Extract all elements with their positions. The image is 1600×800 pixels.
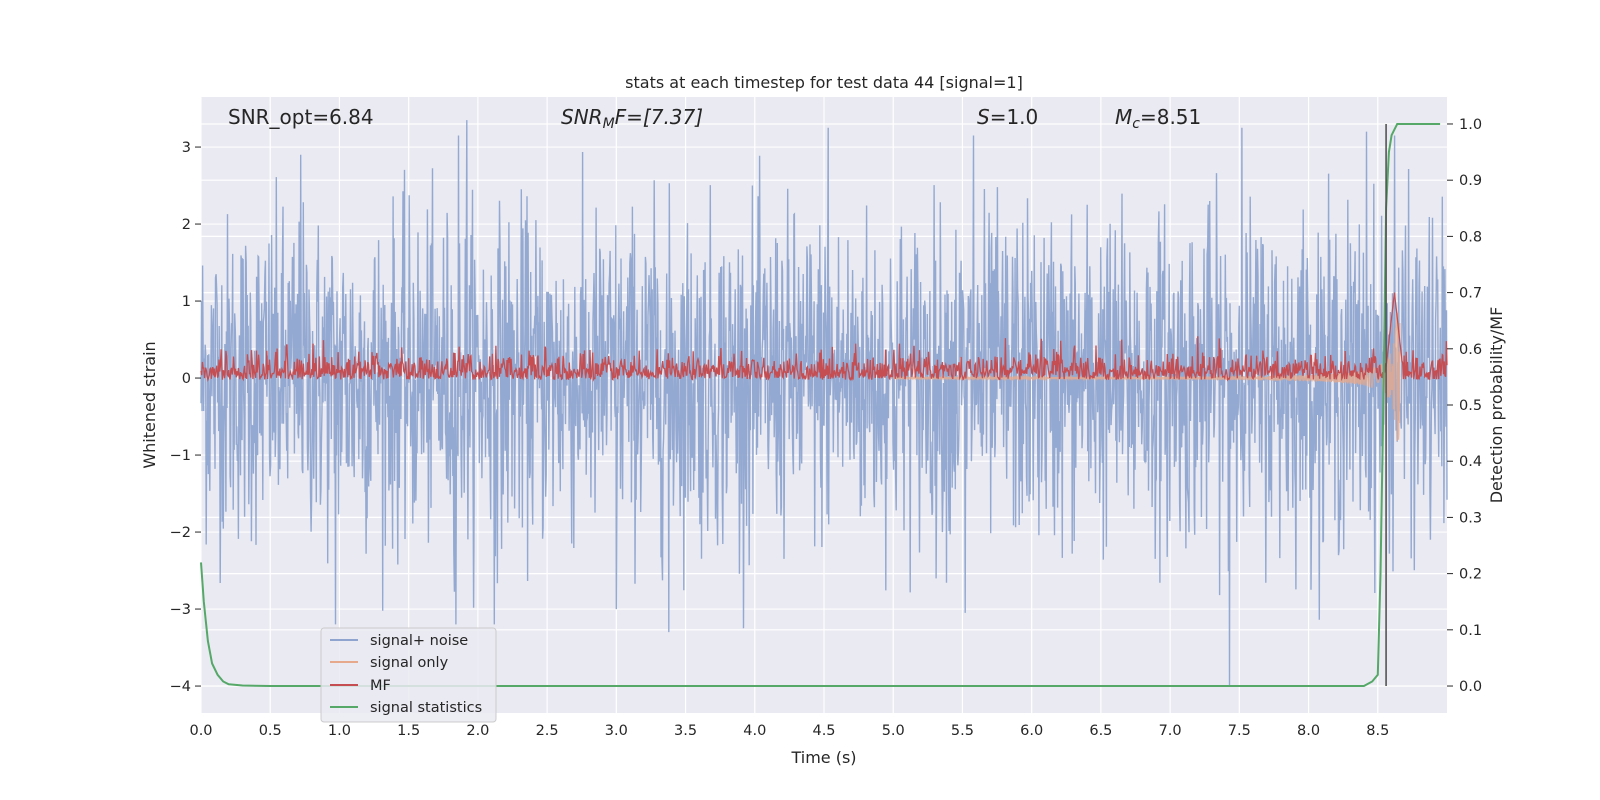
legend-label-mf: MF xyxy=(370,678,391,694)
x-tick-label: 4.5 xyxy=(812,723,835,739)
y2-tick-label: 0.3 xyxy=(1459,510,1482,526)
y-tick-label: 3 xyxy=(182,140,191,156)
y-tick-label: −4 xyxy=(170,679,191,695)
y2-tick-label: 0.0 xyxy=(1459,679,1482,695)
annotation-snr-mf: SNRMF=[7.37] xyxy=(561,105,703,132)
x-tick-label: 7.0 xyxy=(1159,723,1182,739)
legend: signal+ noise signal only MF signal stat… xyxy=(320,627,497,723)
y2-tick-label: 0.5 xyxy=(1459,398,1482,414)
annotation-snr-opt: SNR_opt=6.84 xyxy=(228,105,374,129)
x-tick-label: 7.5 xyxy=(1228,723,1251,739)
y2-tick-label: 0.1 xyxy=(1459,623,1482,639)
y-tick-label: 1 xyxy=(182,294,191,310)
series-mf xyxy=(200,292,1448,383)
annotation-mc-main: M xyxy=(1115,105,1132,129)
y-tick-label: 2 xyxy=(182,217,191,233)
chart-title: stats at each timestep for test data 44 … xyxy=(625,73,1023,92)
annotation-s: S=1.0 xyxy=(977,105,1038,129)
y2-tick-label: 0.2 xyxy=(1459,567,1482,583)
y-tick-label: −2 xyxy=(170,525,191,541)
y2-tick-label: 0.9 xyxy=(1459,173,1482,189)
x-tick-label: 8.0 xyxy=(1297,723,1320,739)
legend-label-signal-statistics: signal statistics xyxy=(370,700,482,716)
x-tick-label: 2.5 xyxy=(536,723,559,739)
x-tick-label: 0.0 xyxy=(189,723,212,739)
x-tick-label: 1.0 xyxy=(328,723,351,739)
y2-axis-label: Detection probability/MF xyxy=(1487,307,1506,504)
series-signal-statistics xyxy=(200,123,1441,687)
annotation-mc-sub: c xyxy=(1132,116,1140,132)
y-tick-label: −3 xyxy=(170,602,191,618)
x-tick-label: 5.0 xyxy=(882,723,905,739)
x-axis-label: Time (s) xyxy=(790,748,856,767)
legend-box xyxy=(320,627,497,723)
legend-label-signal-only: signal only xyxy=(370,655,449,671)
data-layer xyxy=(200,120,1448,687)
y-axis-label: Whitened strain xyxy=(140,341,159,468)
annotation-snr-mf-sub: M xyxy=(603,116,615,132)
y2-tick-label: 0.8 xyxy=(1459,229,1482,245)
x-tick-label: 8.5 xyxy=(1366,723,1389,739)
annotation-snr-mf-rest: F=[7.37] xyxy=(615,105,703,129)
x-tick-label: 2.0 xyxy=(466,723,489,739)
x-tick-label: 6.5 xyxy=(1089,723,1112,739)
x-tick-label: 3.5 xyxy=(674,723,697,739)
y-tick-label: −1 xyxy=(170,448,191,464)
annotation-s-main: S xyxy=(977,105,990,129)
y2-tick-label: 0.4 xyxy=(1459,454,1482,470)
y2-tick-label: 0.7 xyxy=(1459,286,1482,302)
annotation-snr-mf-main: SNR xyxy=(561,105,603,129)
legend-label-signal-noise: signal+ noise xyxy=(370,633,468,649)
x-axis-ticks: 0.0 0.5 1.0 1.5 2.0 2.5 3.0 3.5 4.0 4.5 5.0 5.5 6.0 6… xyxy=(189,723,1389,739)
x-tick-label: 6.0 xyxy=(1020,723,1043,739)
annotation-s-rest: =1.0 xyxy=(990,105,1039,129)
y2-axis-ticks: 1.0 0.9 0.8 0.7 0.6 0.5 0.4 0.3 0.2 0.1 0.0 xyxy=(1447,117,1482,695)
y2-tick-label: 0.6 xyxy=(1459,342,1482,358)
x-tick-label: 4.0 xyxy=(743,723,766,739)
y-axis-ticks: 3 2 1 0 −1 −2 −3 −4 xyxy=(170,140,201,695)
x-tick-label: 1.5 xyxy=(397,723,420,739)
y2-tick-label: 1.0 xyxy=(1459,117,1482,133)
annotation-mc-rest: =8.51 xyxy=(1140,105,1201,129)
annotation-mc: Mc=8.51 xyxy=(1115,105,1201,132)
series-signal-noise xyxy=(200,120,1448,687)
x-tick-label: 3.0 xyxy=(605,723,628,739)
y-tick-label: 0 xyxy=(182,371,191,387)
x-tick-label: 0.5 xyxy=(259,723,282,739)
x-tick-label: 5.5 xyxy=(951,723,974,739)
